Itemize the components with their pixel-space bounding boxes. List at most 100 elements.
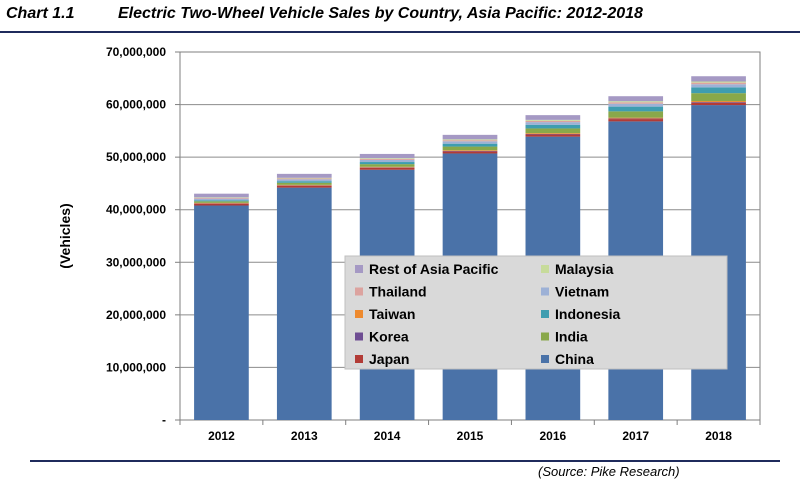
y-tick-label: 10,000,000 xyxy=(106,360,166,374)
legend-swatch-malaysia xyxy=(541,265,549,273)
x-tick-label: 2016 xyxy=(540,429,567,443)
legend-swatch-rest-of-asia-pacific xyxy=(355,265,363,273)
legend-swatch-indonesia xyxy=(541,310,549,318)
legend-label-thailand: Thailand xyxy=(369,284,427,300)
chart-header: Chart 1.1 Electric Two-Wheel Vehicle Sal… xyxy=(0,0,800,30)
bar-segment-indonesia-2017 xyxy=(608,106,664,112)
bar-segment-japan-2015 xyxy=(442,151,498,154)
x-tick-label: 2014 xyxy=(374,429,401,443)
bar-segment-japan-2014 xyxy=(359,167,415,170)
bar-segment-malaysia-2016 xyxy=(525,119,581,121)
bar-segment-japan-2016 xyxy=(525,134,581,137)
chart-title: Electric Two-Wheel Vehicle Sales by Coun… xyxy=(118,5,643,22)
legend-label-india: India xyxy=(555,329,588,345)
bar-segment-vietnam-2017 xyxy=(608,103,664,107)
legend-label-vietnam: Vietnam xyxy=(555,284,609,300)
bar-segment-thailand-2013 xyxy=(276,178,332,180)
top-divider xyxy=(0,31,800,33)
bar-segment-taiwan-2013 xyxy=(276,184,332,186)
bar-segment-malaysia-2013 xyxy=(276,177,332,179)
bar-segment-thailand-2014 xyxy=(359,158,415,160)
bar-segment-india-2016 xyxy=(525,128,581,134)
legend-label-korea: Korea xyxy=(369,329,409,345)
bar-segment-japan-2017 xyxy=(608,119,664,122)
legend-swatch-india xyxy=(541,332,549,341)
y-tick-label: 60,000,000 xyxy=(106,98,166,112)
bar-segment-japan-2018 xyxy=(691,102,746,106)
bar-segment-rest-of-asia-pacific-2018 xyxy=(691,76,746,82)
legend-label-taiwan: Taiwan xyxy=(369,306,415,322)
legend-swatch-china xyxy=(541,355,549,363)
bar-segment-rest-of-asia-pacific-2014 xyxy=(359,153,415,159)
legend-swatch-korea xyxy=(355,332,363,341)
bar-segment-india-2018 xyxy=(691,93,746,102)
bar-segment-korea-2017 xyxy=(608,118,664,120)
bar-segment-taiwan-2017 xyxy=(608,117,664,119)
bar-segment-thailand-2018 xyxy=(691,82,746,85)
bar-segment-china-2013 xyxy=(276,187,332,420)
legend-box xyxy=(344,255,728,370)
x-tick-label: 2012 xyxy=(208,429,235,443)
bar-segment-indonesia-2013 xyxy=(276,181,332,183)
bar-segment-malaysia-2018 xyxy=(691,81,746,83)
bar-segment-rest-of-asia-pacific-2012 xyxy=(194,193,249,198)
x-tick-label: 2017 xyxy=(622,429,649,443)
x-axis: 2012 2013 2014 2015 2016 2017 2018 xyxy=(179,420,761,443)
legend-swatch-thailand xyxy=(355,287,363,296)
bar-segment-korea-2018 xyxy=(691,102,746,103)
bar-segment-thailand-2015 xyxy=(442,140,498,142)
bar-segment-rest-of-asia-pacific-2016 xyxy=(525,115,581,120)
y-tick-label: 70,000,000 xyxy=(106,45,166,59)
y-axis-label: (Vehicles) xyxy=(57,203,73,268)
bar-segment-vietnam-2012 xyxy=(194,198,249,201)
y-tick-label: 30,000,000 xyxy=(106,255,166,269)
bar-segment-vietnam-2015 xyxy=(442,141,498,144)
y-axis: - 10,000,000 20,000,000 30,000,000 40,000,00… xyxy=(106,45,180,427)
bar-segment-rest-of-asia-pacific-2013 xyxy=(276,173,332,178)
y-tick-label: 20,000,000 xyxy=(106,308,166,322)
bar-segment-taiwan-2012 xyxy=(194,202,249,204)
bar-segment-malaysia-2017 xyxy=(608,101,664,103)
bar-segment-taiwan-2014 xyxy=(359,166,415,168)
bar-segment-vietnam-2016 xyxy=(525,122,581,125)
bar-segment-vietnam-2018 xyxy=(691,84,746,88)
x-tick-label: 2015 xyxy=(457,429,484,443)
bar-segment-malaysia-2015 xyxy=(442,139,498,141)
bar-segment-india-2012 xyxy=(194,201,249,203)
legend-swatch-vietnam xyxy=(541,287,549,296)
bar-segment-vietnam-2013 xyxy=(276,179,332,182)
legend-label-indonesia: Indonesia xyxy=(555,306,621,322)
bar-segment-indonesia-2012 xyxy=(194,200,249,202)
x-tick-label: 2013 xyxy=(291,429,318,443)
bar-segment-india-2015 xyxy=(442,146,498,151)
legend-label-china: China xyxy=(555,351,594,367)
bar-segment-vietnam-2014 xyxy=(359,159,415,163)
bar-segment-indonesia-2018 xyxy=(691,87,746,94)
bar-segment-japan-2012 xyxy=(194,203,249,206)
bar-segment-malaysia-2012 xyxy=(194,197,249,198)
bar-segment-thailand-2012 xyxy=(194,197,249,199)
bar-segment-malaysia-2014 xyxy=(359,158,415,159)
legend-label-japan: Japan xyxy=(369,351,409,367)
bar-segment-indonesia-2015 xyxy=(442,143,498,147)
bar-segment-taiwan-2018 xyxy=(691,101,746,103)
stacked-bar-chart: - 10,000,000 20,000,000 30,000,000 40,000,00… xyxy=(57,45,761,443)
y-tick-label: 40,000,000 xyxy=(106,203,166,217)
bar-segment-china-2012 xyxy=(194,205,249,420)
bottom-divider xyxy=(30,460,780,462)
bar-segment-japan-2013 xyxy=(276,185,332,188)
legend-label-malaysia: Malaysia xyxy=(555,261,614,277)
bar-segment-india-2013 xyxy=(276,182,332,185)
chart-number: Chart 1.1 xyxy=(6,5,75,22)
source-note: (Source: Pike Research) xyxy=(538,464,680,479)
bar-segment-india-2017 xyxy=(608,111,664,118)
bar-segment-rest-of-asia-pacific-2017 xyxy=(608,96,664,102)
bar-segment-thailand-2016 xyxy=(525,120,581,123)
bar-segment-indonesia-2014 xyxy=(359,162,415,165)
x-tick-label: 2018 xyxy=(705,429,732,443)
bar-segment-rest-of-asia-pacific-2015 xyxy=(442,134,498,140)
y-tick-label: - xyxy=(162,413,166,427)
y-tick-label: 50,000,000 xyxy=(106,150,166,164)
legend-swatch-taiwan xyxy=(355,310,363,318)
bar-segment-taiwan-2015 xyxy=(442,150,498,151)
